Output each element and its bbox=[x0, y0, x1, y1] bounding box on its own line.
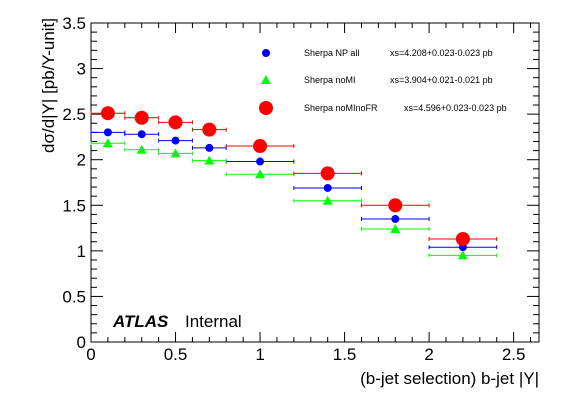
data-point-1 bbox=[457, 250, 468, 260]
y-tick-label: 0 bbox=[77, 333, 86, 352]
x-tick-label: 0 bbox=[86, 345, 95, 364]
x-tick-label: 2.5 bbox=[502, 345, 526, 364]
data-point-2 bbox=[168, 115, 183, 130]
data-point-2 bbox=[388, 198, 403, 213]
legend-series-name: Sherpa noMInoFR bbox=[304, 103, 378, 113]
legend-marker-0 bbox=[262, 49, 270, 57]
axis-ticks bbox=[90, 22, 539, 343]
tick-labels: 0 0.5 1 1.5 2 2.5 0 0.5 1 1.5 2 2.5 3 3.5 bbox=[62, 14, 525, 364]
data-point-2 bbox=[455, 232, 470, 247]
data-point-0 bbox=[137, 130, 146, 139]
legend-marker-2 bbox=[259, 101, 273, 115]
legend-series-name: Sherpa noMI bbox=[304, 75, 356, 85]
x-axis-title: (b-jet selection) b-jet |Y| bbox=[360, 369, 539, 388]
data-point-1 bbox=[322, 195, 333, 205]
data-point-0 bbox=[103, 128, 112, 137]
atlas-label: ATLAS Internal bbox=[112, 312, 242, 331]
x-tick-label: 0.5 bbox=[164, 345, 188, 364]
data-point-0 bbox=[256, 157, 265, 166]
legend-xs-label: xs=4.596+0.023-0.023 pb bbox=[404, 103, 507, 113]
data-point-2 bbox=[320, 166, 335, 181]
data-markers bbox=[100, 106, 470, 260]
data-point-0 bbox=[391, 214, 400, 223]
plot-area-border bbox=[90, 22, 540, 343]
plot-frame bbox=[90, 22, 540, 343]
y-tick-label: 1.5 bbox=[62, 196, 86, 215]
data-point-1 bbox=[170, 148, 181, 158]
data-point-2 bbox=[253, 139, 268, 154]
data-point-1 bbox=[255, 169, 266, 179]
x-tick-label: 2 bbox=[424, 345, 433, 364]
data-point-1 bbox=[390, 223, 401, 233]
atlas-sublabel-text: Internal bbox=[185, 312, 242, 331]
legend-series-name: Sherpa NP all bbox=[304, 48, 359, 58]
y-tick-label: 2 bbox=[77, 151, 86, 170]
y-axis-title: dσ/d|Y| [pb/Y-unit] bbox=[39, 18, 58, 153]
atlas-label-text: ATLAS bbox=[112, 312, 169, 331]
y-tick-label: 3 bbox=[77, 60, 86, 79]
legend-xs-label: xs=4.208+0.023-0.023 pb bbox=[390, 48, 493, 58]
data-point-2 bbox=[100, 106, 115, 121]
legend-marker-1 bbox=[261, 75, 271, 84]
x-tick-label: 1 bbox=[255, 345, 264, 364]
data-point-2 bbox=[202, 122, 217, 137]
data-point-0 bbox=[171, 136, 180, 145]
data-point-1 bbox=[204, 155, 215, 165]
y-tick-label: 2.5 bbox=[62, 105, 86, 124]
y-tick-label: 1 bbox=[77, 242, 86, 261]
y-tick-label: 0.5 bbox=[62, 287, 86, 306]
legend: Sherpa NP all xs=4.208+0.023-0.023 pb Sher… bbox=[259, 48, 507, 115]
data-point-2 bbox=[134, 110, 149, 125]
legend-xs-label: xs=3.904+0.021-0.021 pb bbox=[390, 75, 493, 85]
data-point-1 bbox=[102, 138, 113, 148]
data-point-0 bbox=[205, 143, 214, 152]
y-tick-label: 3.5 bbox=[62, 14, 86, 33]
x-tick-label: 1.5 bbox=[333, 345, 357, 364]
data-point-0 bbox=[323, 183, 332, 192]
data-point-1 bbox=[136, 144, 147, 154]
